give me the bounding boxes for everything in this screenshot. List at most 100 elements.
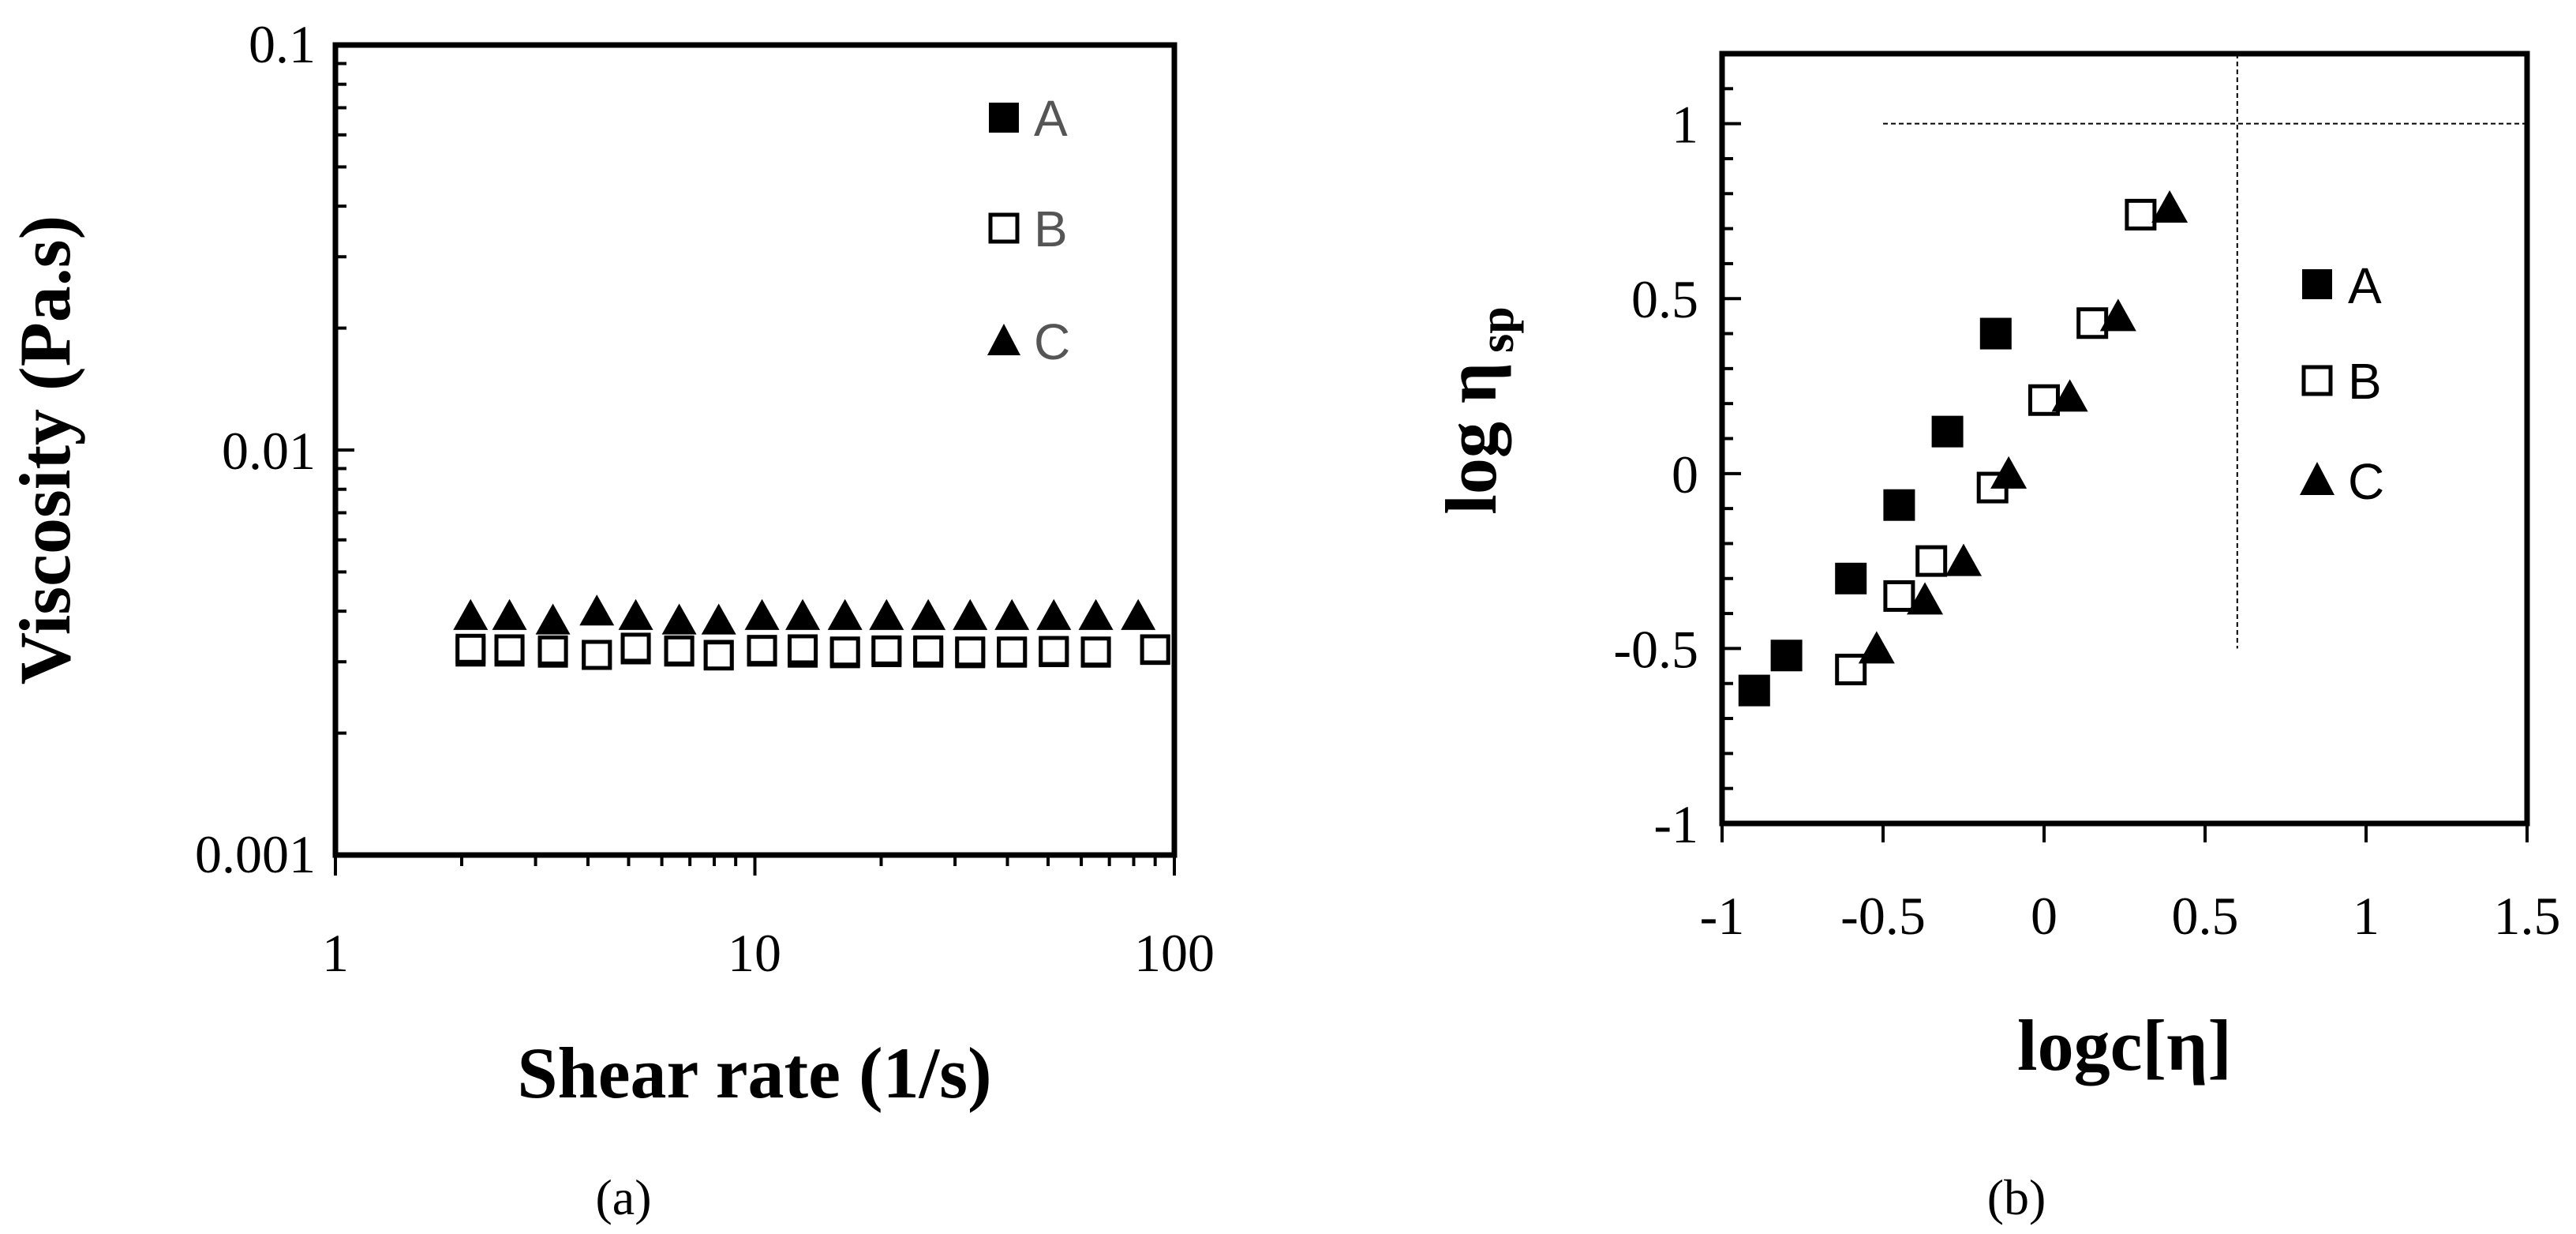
panel-b-frame xyxy=(1719,51,2530,827)
a-point-B xyxy=(537,635,568,666)
b-y-axis-title-main: log η xyxy=(1431,362,1511,515)
a-legend-label-C: C xyxy=(1034,313,1070,370)
b-point-C xyxy=(1990,456,2027,489)
a-point-C xyxy=(1036,598,1072,630)
b-point-B xyxy=(1835,654,1867,685)
panel-a-frame xyxy=(332,42,1178,858)
a-point-B xyxy=(913,635,944,666)
b-point-B xyxy=(2076,307,2109,339)
b-ytick-label: 0 xyxy=(1672,444,1698,504)
a-legend-marker-A xyxy=(989,103,1019,133)
panel-b-xtick-labels: -1 -0.5 0 0.5 1 1.5 xyxy=(1700,886,2561,946)
svg-text:log ηsp: log η sp xyxy=(1431,306,1524,514)
b-point-B xyxy=(1915,545,1948,577)
panel-a-legend: A B C xyxy=(987,90,1070,370)
b-point-B xyxy=(2125,198,2157,231)
b-ytick-label: 1 xyxy=(1672,95,1698,155)
a-point-B xyxy=(747,635,777,666)
a-point-B xyxy=(620,632,651,663)
panel-b-ticks xyxy=(1720,52,2529,842)
panel-b-points xyxy=(1738,190,2188,707)
a-legend-label-A: A xyxy=(1034,90,1068,147)
b-panel-label: (b) xyxy=(1987,1169,2046,1225)
panel-a-points xyxy=(453,594,1170,671)
b-point-B xyxy=(2028,384,2060,416)
panel-b-ytick-labels: -1 -0.5 0 0.5 1 xyxy=(1613,95,1698,854)
a-panel-label: (a) xyxy=(595,1169,651,1225)
a-point-C xyxy=(994,598,1030,630)
b-ytick-label: -0.5 xyxy=(1613,619,1698,679)
b-legend-marker-B xyxy=(2301,365,2333,396)
b-y-axis-title-sub: sp xyxy=(1470,306,1524,353)
a-ytick-label-0.001: 0.001 xyxy=(195,824,316,884)
b-legend-label-B: B xyxy=(2348,353,2382,410)
a-point-C xyxy=(453,598,489,630)
b-x-axis-title: logc[η] xyxy=(2017,1005,2232,1086)
b-xtick-label: 1 xyxy=(2353,886,2379,946)
a-point-C xyxy=(744,598,780,630)
b-point-A xyxy=(1770,640,1803,672)
b-point-C xyxy=(1907,582,1944,615)
b-legend-marker-C xyxy=(2300,462,2334,495)
a-point-C xyxy=(618,598,653,630)
a-point-C xyxy=(492,598,527,630)
a-point-C xyxy=(1121,598,1156,630)
panel-a: 0.001 0.01 0.1 1 10 100 Shear rate (1/s)… xyxy=(5,14,1215,1225)
a-point-B xyxy=(1039,636,1069,666)
a-point-C xyxy=(661,603,697,635)
b-y-axis-title: log η sp xyxy=(1431,306,1524,514)
a-ytick-label-0.01: 0.01 xyxy=(222,421,316,481)
b-point-C xyxy=(1858,631,1895,664)
a-legend-marker-C xyxy=(987,324,1020,355)
a-xtick-label-100: 100 xyxy=(1134,923,1215,983)
a-xtick-label-10: 10 xyxy=(728,923,781,983)
a-point-B xyxy=(871,635,902,666)
a-point-C xyxy=(911,598,946,630)
b-ytick-label: -1 xyxy=(1653,794,1698,854)
b-point-C xyxy=(2051,379,2088,412)
a-point-B xyxy=(955,636,986,667)
b-xtick-label: -0.5 xyxy=(1840,886,1926,946)
a-point-C xyxy=(535,603,571,635)
a-xtick-label-1: 1 xyxy=(322,923,349,983)
a-ytick-label-0.1: 0.1 xyxy=(249,14,316,74)
a-point-B xyxy=(1140,634,1170,665)
a-point-C xyxy=(1078,598,1114,630)
a-point-B xyxy=(997,636,1028,667)
b-ytick-label: 0.5 xyxy=(1631,269,1698,329)
b-point-B xyxy=(1883,579,1915,612)
a-x-axis-title: Shear rate (1/s) xyxy=(517,1033,991,1113)
panel-a-ticks xyxy=(334,62,1176,876)
a-point-B xyxy=(829,636,860,667)
panel-b: -1 -0.5 0 0.5 1 -1 -0.5 0 0.5 1 1.5 logc[η] log η… xyxy=(1431,51,2561,1225)
b-legend-marker-A xyxy=(2302,269,2332,299)
a-point-C xyxy=(785,598,821,630)
b-legend-label-A: A xyxy=(2348,257,2382,314)
b-point-C xyxy=(2151,190,2188,223)
b-point-A xyxy=(1979,317,2012,350)
a-point-B xyxy=(455,633,486,664)
a-point-C xyxy=(827,598,863,630)
a-point-C xyxy=(953,598,988,630)
panel-b-legend: A B C xyxy=(2300,257,2384,510)
a-point-C xyxy=(701,603,736,635)
a-point-B xyxy=(494,634,525,665)
a-point-C xyxy=(869,598,904,630)
a-point-B xyxy=(788,634,818,665)
a-point-B xyxy=(582,640,612,670)
a-legend-marker-B xyxy=(988,212,1020,244)
b-xtick-label: 0 xyxy=(2031,886,2057,946)
b-point-A xyxy=(1931,415,1964,448)
b-point-A xyxy=(1738,674,1770,707)
a-point-B xyxy=(664,635,695,666)
b-xtick-label: -1 xyxy=(1700,886,1745,946)
b-point-C xyxy=(2099,298,2136,332)
a-point-B xyxy=(703,640,734,671)
b-point-A xyxy=(1883,489,1915,521)
b-xtick-label: 1.5 xyxy=(2494,886,2561,946)
b-legend-label-C: C xyxy=(2348,453,2384,510)
a-point-C xyxy=(579,594,615,626)
b-point-A xyxy=(1835,562,1867,594)
a-point-B xyxy=(1080,636,1111,667)
